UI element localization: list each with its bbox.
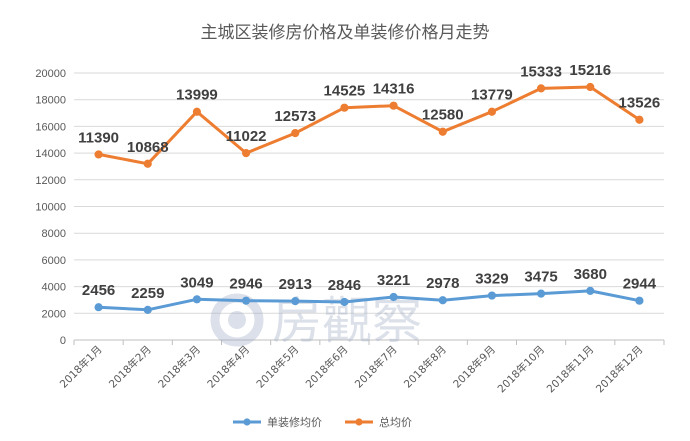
data-point <box>291 128 300 138</box>
legend-swatch-marker <box>355 418 363 426</box>
data-point <box>340 297 349 307</box>
x-tick-label: 2018年3月 <box>155 343 203 391</box>
series-line-2 <box>97 85 641 166</box>
x-tick-label: 2018年1月 <box>57 343 105 391</box>
legend-swatch-marker <box>243 418 251 426</box>
data-label: 3329 <box>475 271 508 288</box>
x-tick-label: 2018年2月 <box>106 343 154 391</box>
x-tick-label: 2018年9月 <box>450 343 498 391</box>
data-label: 13999 <box>176 87 218 104</box>
data-point <box>192 295 202 304</box>
data-label: 14316 <box>373 81 415 98</box>
data-label: 2913 <box>279 276 312 293</box>
x-tick-label: 2018年5月 <box>254 343 302 391</box>
data-point <box>143 159 152 168</box>
data-point <box>389 292 398 302</box>
y-tick-label: 18000 <box>35 95 66 107</box>
y-tick-label: 16000 <box>35 121 66 133</box>
data-labels: 2456 2259 3049 2946 2913 2846 3221 2978 3329 3475… <box>78 62 660 302</box>
x-tick-label: 2018年7月 <box>352 343 400 391</box>
x-tick-label: 2018年11月 <box>544 343 596 395</box>
x-tick-label: 2018年10月 <box>495 343 547 395</box>
data-point <box>487 291 497 300</box>
data-label: 2259 <box>131 285 164 302</box>
data-label: 3680 <box>574 266 607 283</box>
data-label: 13526 <box>619 95 661 112</box>
data-point <box>241 296 251 305</box>
watermark-logo <box>210 293 264 347</box>
data-point <box>438 296 447 305</box>
data-label: 3221 <box>377 272 410 289</box>
x-tick-label: 2018年6月 <box>303 343 351 391</box>
y-tick-label: 14000 <box>35 148 66 160</box>
data-label: 15216 <box>569 62 611 79</box>
data-point <box>586 286 595 295</box>
data-label: 2944 <box>623 276 657 293</box>
y-tick-label: 8000 <box>42 228 66 240</box>
data-label: 3475 <box>524 269 557 286</box>
data-point <box>438 127 447 136</box>
data-label: 11022 <box>226 128 267 145</box>
series <box>94 82 644 314</box>
data-point <box>94 303 103 312</box>
data-label: 12573 <box>274 108 316 125</box>
data-point <box>635 115 644 124</box>
gridlines <box>74 72 664 314</box>
legend-label: 单装修均价 <box>267 415 322 429</box>
y-tick-label: 2000 <box>42 308 66 320</box>
data-point <box>389 101 398 110</box>
legend-label: 总均价 <box>379 415 412 429</box>
data-label: 2978 <box>426 275 459 292</box>
data-point <box>487 107 497 116</box>
x-tick-label: 2018年8月 <box>401 343 449 391</box>
data-point <box>143 305 152 314</box>
data-point <box>635 296 644 305</box>
chart-title: 主城区装修房价格及单装修价格月走势 <box>201 23 490 43</box>
data-label: 3049 <box>180 274 213 291</box>
data-label: 11390 <box>78 129 119 146</box>
data-point <box>241 149 251 158</box>
data-label: 14525 <box>324 83 366 100</box>
data-label: 13779 <box>471 87 513 104</box>
data-point <box>340 103 349 112</box>
data-point <box>586 82 595 92</box>
data-point <box>536 289 546 298</box>
y-tick-label: 6000 <box>42 255 66 267</box>
y-tick-label: 20000 <box>35 68 66 80</box>
legend-item: 总均价 <box>345 415 412 429</box>
y-tick-label: 4000 <box>42 282 66 294</box>
x-tick-label: 2018年4月 <box>205 343 253 391</box>
data-label: 10868 <box>127 139 169 156</box>
data-label: 12580 <box>422 107 464 124</box>
data-point <box>291 297 300 306</box>
legend-item: 单装修均价 <box>233 415 322 429</box>
legend: 单装修均价 总均价 <box>233 415 412 429</box>
data-label: 15333 <box>520 63 562 80</box>
data-label: 2456 <box>82 282 115 299</box>
y-tick-label: 0 <box>60 335 66 347</box>
data-point <box>536 84 546 93</box>
y-tick-label: 10000 <box>35 202 66 214</box>
y-tick-label: 12000 <box>35 175 66 187</box>
data-point <box>94 150 103 159</box>
series-line-1 <box>97 289 641 312</box>
data-point <box>192 107 202 116</box>
data-label: 2946 <box>229 276 262 293</box>
data-label: 2846 <box>328 277 361 294</box>
x-tick-label: 2018年12月 <box>593 343 645 395</box>
